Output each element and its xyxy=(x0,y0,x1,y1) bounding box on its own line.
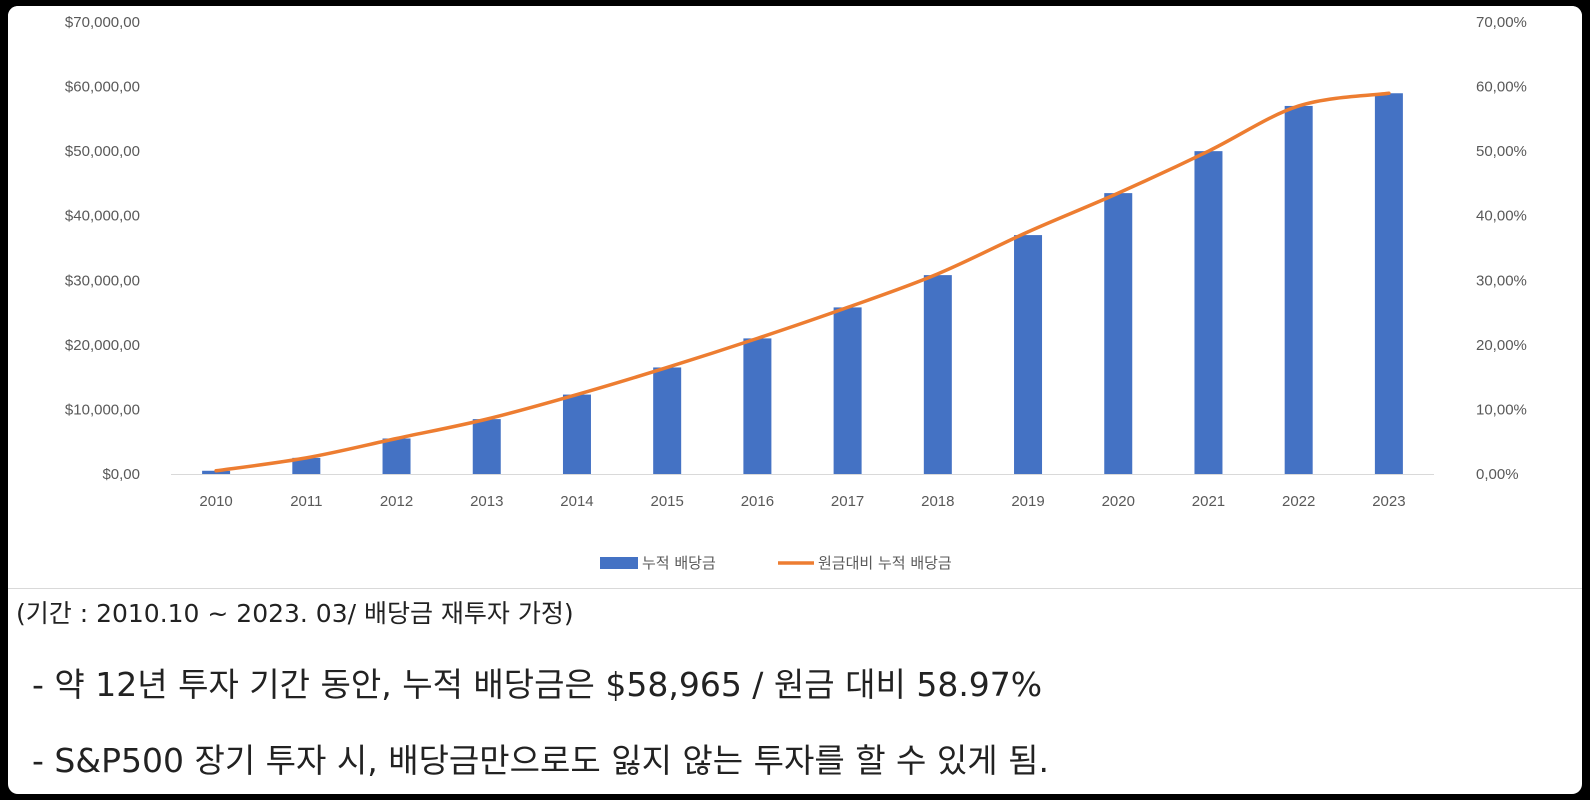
left-axis-tick-label: $0,00 xyxy=(102,466,140,483)
bar-2019 xyxy=(1014,235,1043,474)
bar-2013 xyxy=(472,419,501,474)
left-axis-tick-label: $20,000,00 xyxy=(65,337,140,354)
x-axis-tick-label: 2021 xyxy=(1192,493,1225,510)
summary-note-2: - S&P500 장기 투자 시, 배당금만으로도 잃지 않는 투자를 할 수 … xyxy=(32,741,1049,780)
period-caption: (기간 : 2010.10 ~ 2023. 03/ 배당금 재투자 가정) xyxy=(16,599,574,628)
right-axis-tick-label: 30,00% xyxy=(1476,272,1527,289)
bar-2015 xyxy=(653,367,682,474)
left-axis-tick-label: $50,000,00 xyxy=(65,143,140,160)
bar-2022 xyxy=(1284,105,1313,474)
right-axis-tick-label: 0,00% xyxy=(1476,466,1519,483)
bar-2014 xyxy=(562,394,591,474)
right-axis-tick-label: 50,00% xyxy=(1476,143,1527,160)
x-axis-tick-label: 2022 xyxy=(1282,493,1315,510)
legend-swatch-bar xyxy=(600,557,638,569)
x-axis-tick-label: 2014 xyxy=(560,493,593,510)
legend-label-bar: 누적 배당금 xyxy=(642,554,716,572)
x-axis-tick-label: 2016 xyxy=(741,493,774,510)
x-axis-tick-label: 2017 xyxy=(831,493,864,510)
bar-2012 xyxy=(382,438,411,474)
bar-2011 xyxy=(292,457,321,474)
left-axis-tick-label: $30,000,00 xyxy=(65,272,140,289)
bar-2016 xyxy=(743,338,772,474)
left-axis-tick-label: $70,000,00 xyxy=(65,14,140,31)
right-axis-tick-label: 40,00% xyxy=(1476,208,1527,225)
x-axis-tick-label: 2015 xyxy=(650,493,683,510)
bar-2017 xyxy=(833,307,862,474)
left-axis-tick-label: $10,000,00 xyxy=(65,401,140,418)
x-axis-tick-label: 2011 xyxy=(290,493,322,510)
bar-2018 xyxy=(923,275,952,474)
right-axis-tick-label: 60,00% xyxy=(1476,79,1527,96)
left-axis-tick-label: $60,000,00 xyxy=(65,79,140,96)
x-axis-tick-label: 2020 xyxy=(1102,493,1135,510)
image-frame: $0,00 $10,000,00 $20,000,00 $30,000,00 $40,0… xyxy=(8,6,1582,794)
x-axis-tick-label: 2010 xyxy=(199,493,232,510)
x-axis-tick-label: 2012 xyxy=(380,493,413,510)
x-axis-tick-label: 2018 xyxy=(921,493,954,510)
x-axis-tick-label: 2023 xyxy=(1372,493,1405,510)
x-axis-tick-label: 2013 xyxy=(470,493,503,510)
bar-2023 xyxy=(1374,93,1403,474)
right-axis-tick-label: 20,00% xyxy=(1476,337,1527,354)
dividend-combo-chart: $0,00 $10,000,00 $20,000,00 $30,000,00 $40,0… xyxy=(65,14,1527,572)
chart-panel: $0,00 $10,000,00 $20,000,00 $30,000,00 $40,0… xyxy=(8,6,1582,589)
right-axis-tick-label: 70,00% xyxy=(1476,14,1527,31)
cumulative-ratio-line xyxy=(214,91,1391,473)
summary-note-1: - 약 12년 투자 기간 동안, 누적 배당금은 $58,965 / 원금 대… xyxy=(32,665,1043,704)
bar-2020 xyxy=(1104,193,1133,474)
right-axis-tick-label: 10,00% xyxy=(1476,401,1527,418)
legend-label-line: 원금대비 누적 배당금 xyxy=(818,554,952,572)
left-axis-tick-label: $40,000,00 xyxy=(65,208,140,225)
x-axis-tick-label: 2019 xyxy=(1011,493,1044,510)
bar-2021 xyxy=(1194,151,1223,474)
